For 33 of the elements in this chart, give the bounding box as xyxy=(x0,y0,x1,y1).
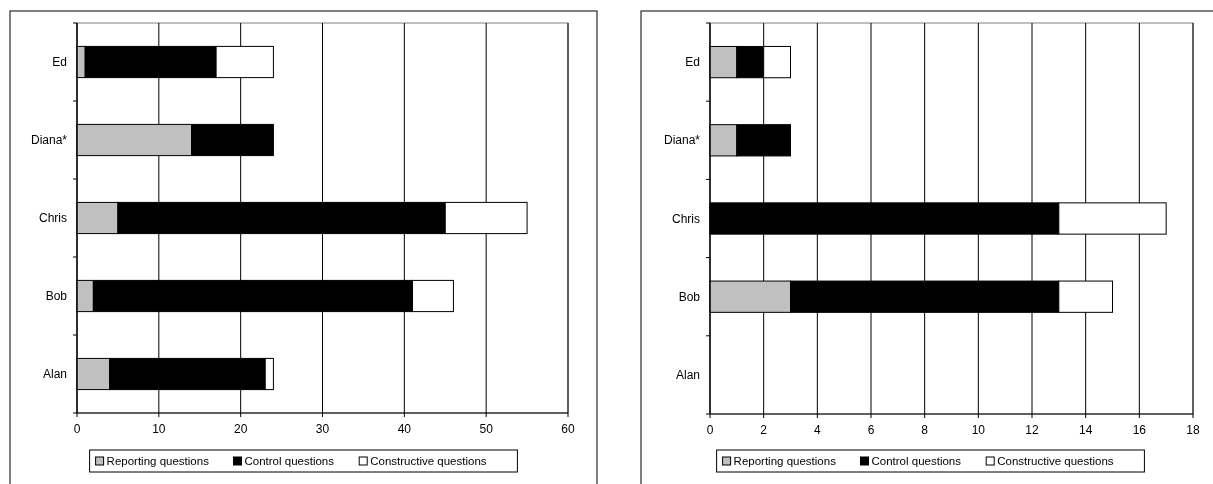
legend-label: Reporting questions xyxy=(733,455,837,467)
x-tick-label: 14 xyxy=(1078,423,1093,437)
x-tick-label: 0 xyxy=(73,422,81,436)
y-tick-label: Ed xyxy=(685,55,700,70)
x-tick-label: 6 xyxy=(867,423,875,437)
x-tick-label: 40 xyxy=(397,422,412,436)
legend-label: Constructive questions xyxy=(370,455,487,467)
y-tick-label: Alan xyxy=(675,367,700,382)
y-tick-label: Bob xyxy=(678,289,701,304)
x-tick-label: 20 xyxy=(233,422,248,436)
x-tick-label: 60 xyxy=(561,422,575,436)
legend-label: Control questions xyxy=(244,455,335,467)
x-tick-label: 10 xyxy=(152,422,166,436)
x-tick-label: 8 xyxy=(921,423,929,437)
legend-label: Reporting questions xyxy=(106,455,210,467)
x-tick-label: 50 xyxy=(479,422,494,436)
legend-label: Control questions xyxy=(871,455,962,467)
y-tick-label: Ed xyxy=(52,55,67,69)
x-tick-label: 30 xyxy=(315,422,330,436)
x-tick-label: 16 xyxy=(1132,423,1147,437)
x-tick-label: 2 xyxy=(760,423,768,437)
y-tick-label: Diana* xyxy=(663,133,701,148)
x-tick-label: 0 xyxy=(706,423,714,437)
legend-label: Constructive questions xyxy=(997,455,1114,467)
y-tick-label: Chris xyxy=(38,211,67,225)
x-tick-label: 18 xyxy=(1186,423,1200,437)
x-tick-label: 10 xyxy=(971,423,986,437)
x-tick-label: 12 xyxy=(1025,423,1039,437)
x-tick-label: 4 xyxy=(813,423,821,437)
y-tick-label: Chris xyxy=(671,211,700,226)
y-tick-label: Alan xyxy=(42,367,67,381)
y-tick-label: Diana* xyxy=(30,133,68,147)
y-tick-label: Bob xyxy=(45,289,68,303)
